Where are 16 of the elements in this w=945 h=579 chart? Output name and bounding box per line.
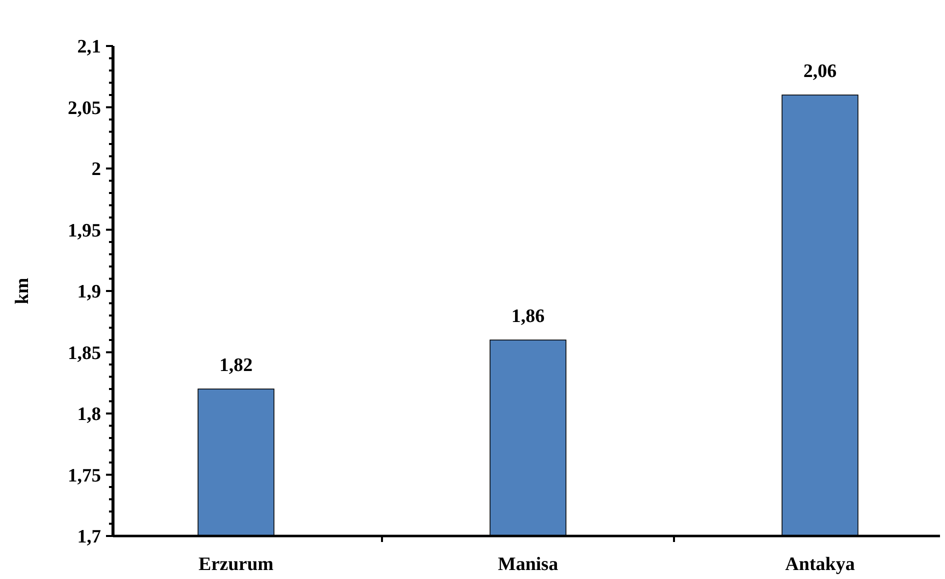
y-tick-label: 1,7 [77, 526, 102, 548]
x-tick-label: Erzurum [198, 554, 274, 575]
data-label: 1,86 [511, 306, 545, 327]
y-tick-label: 2,05 [68, 98, 101, 119]
y-axis-title: km [12, 278, 33, 304]
data-label: 1,82 [219, 355, 253, 376]
y-tick-label: 2 [92, 159, 101, 180]
y-tick-label: 1,95 [68, 220, 101, 242]
y-tick-label: 1,75 [68, 465, 101, 486]
y-tick-label: 2,1 [77, 36, 101, 58]
x-tick-label: Manisa [498, 554, 559, 575]
y-tick-label: 1,85 [68, 342, 101, 364]
y-tick-label: 1,9 [77, 282, 101, 303]
data-label: 2,06 [803, 61, 837, 82]
y-tick-label: 1,8 [77, 404, 101, 426]
x-tick-label: Antakya [785, 554, 856, 575]
